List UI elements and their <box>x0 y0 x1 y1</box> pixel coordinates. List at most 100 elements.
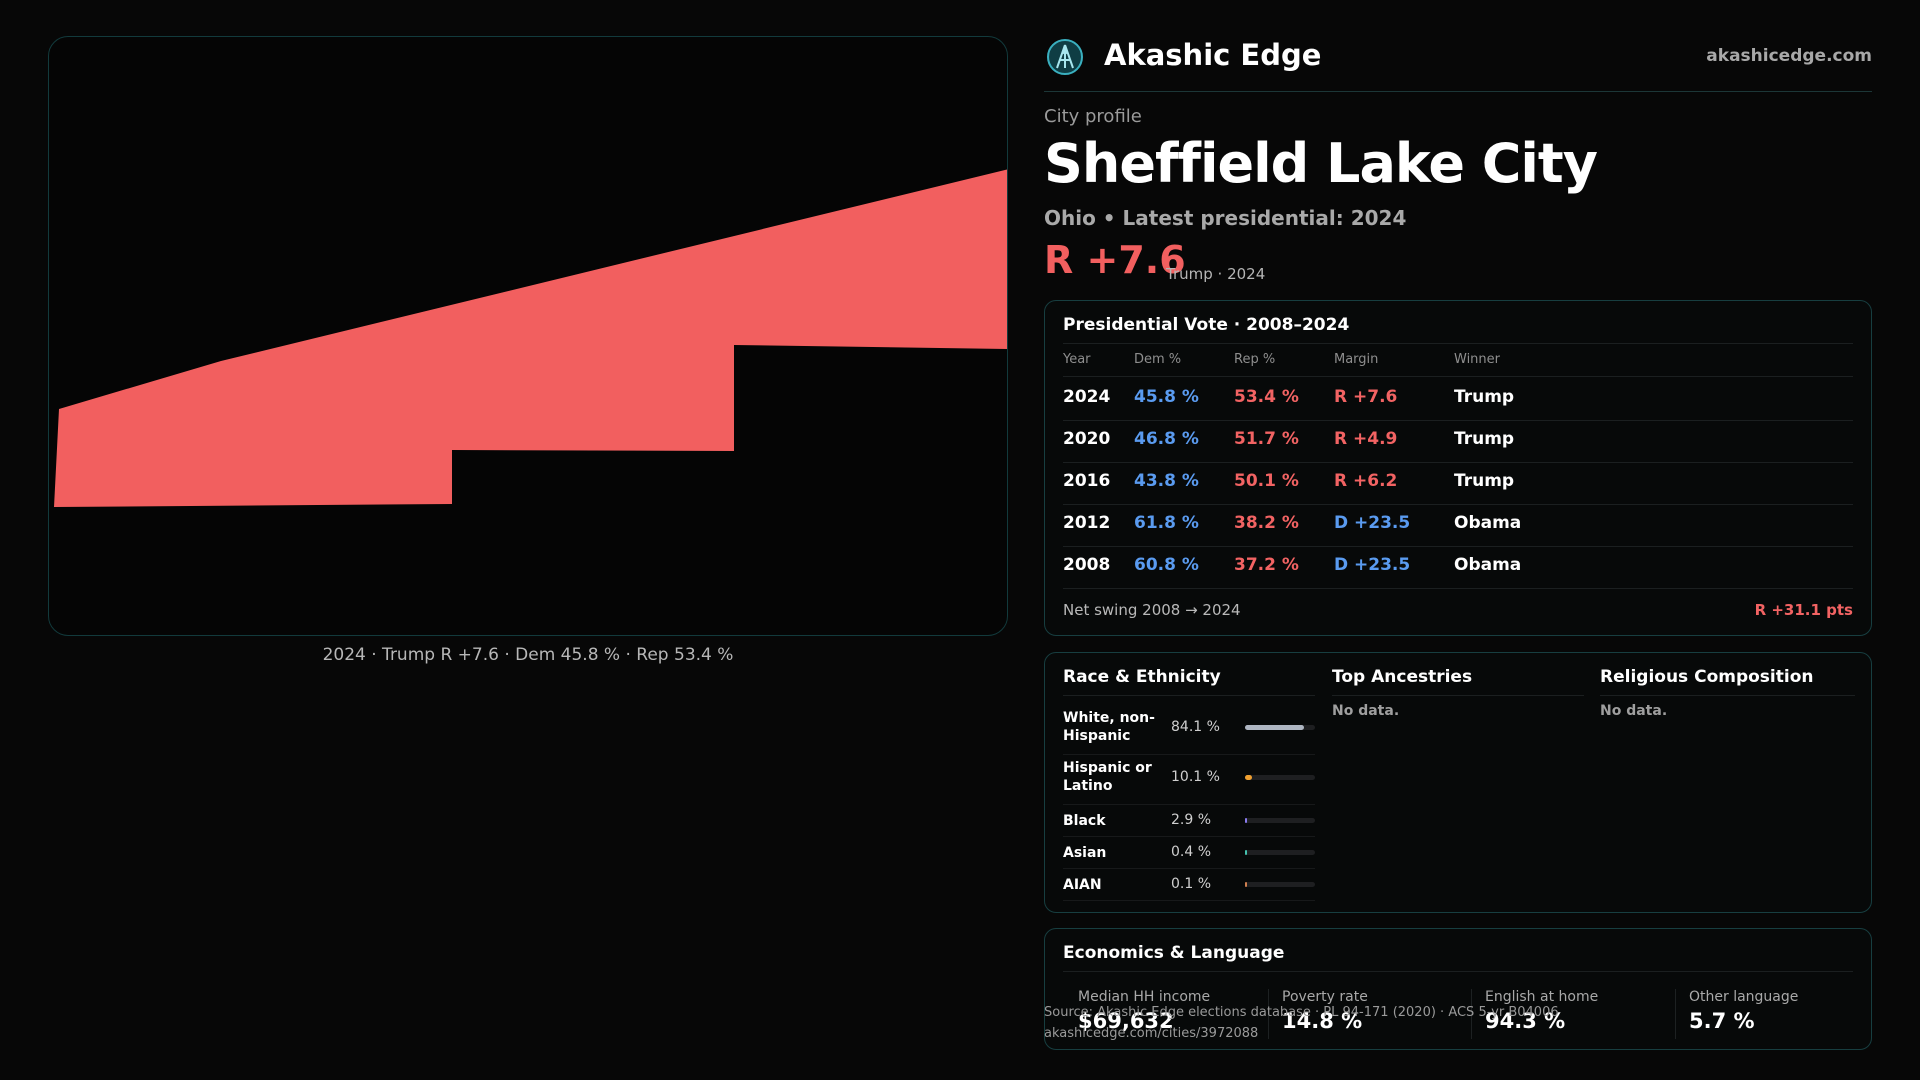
divider <box>1063 546 1853 547</box>
cell-dem: 43.8 % <box>1134 471 1199 491</box>
race-percent: 10.1 % <box>1171 769 1220 785</box>
headline-note: Trump · 2024 <box>1166 265 1266 283</box>
cell-winner: Obama <box>1454 555 1522 575</box>
cell-rep: 37.2 % <box>1234 555 1299 575</box>
share-bar <box>1245 725 1315 730</box>
cell-year: 2008 <box>1063 555 1111 575</box>
brand-url-link[interactable]: akashicedge.com <box>1706 46 1872 66</box>
race-row: Asian 0.4 % <box>1063 837 1315 869</box>
share-bar-fill <box>1245 882 1247 887</box>
stat-label: Other language <box>1689 989 1799 1005</box>
race-percent: 0.4 % <box>1171 844 1212 860</box>
cell-dem: 61.8 % <box>1134 513 1199 533</box>
share-bar <box>1245 818 1315 823</box>
race-label: White, non-Hispanic <box>1063 710 1155 744</box>
stat-value: 5.7 % <box>1689 1009 1755 1033</box>
akashic-edge-logo-icon[interactable] <box>1046 38 1084 76</box>
cell-rep: 50.1 % <box>1234 471 1299 491</box>
divider <box>1268 989 1269 1039</box>
stat-value: 14.8 % <box>1282 1009 1363 1033</box>
stat-label: Poverty rate <box>1282 989 1368 1005</box>
cell-margin: D +23.5 <box>1334 513 1411 533</box>
city-map-panel[interactable] <box>48 36 1008 636</box>
race-ethnicity-title: Race & Ethnicity <box>1063 667 1221 687</box>
presidential-vote-card: Presidential Vote · 2008–2024 Year Dem %… <box>1044 300 1872 636</box>
brand-name[interactable]: Akashic Edge <box>1104 38 1322 72</box>
cell-rep: 51.7 % <box>1234 429 1299 449</box>
map-caption: 2024 · Trump R +7.6 · Dem 45.8 % · Rep 5… <box>322 645 734 665</box>
race-percent: 2.9 % <box>1171 812 1212 828</box>
share-bar-fill <box>1245 725 1304 730</box>
race-row: White, non-Hispanic 84.1 % <box>1063 705 1315 755</box>
cell-winner: Trump <box>1454 471 1515 491</box>
headline-margin: R +7.6 <box>1044 238 1186 282</box>
divider <box>1063 695 1315 696</box>
cell-winner: Trump <box>1454 429 1515 449</box>
top-ancestries-title: Top Ancestries <box>1332 667 1473 687</box>
cell-year: 2016 <box>1063 471 1111 491</box>
race-label: AIAN <box>1063 877 1102 893</box>
divider <box>1063 376 1853 377</box>
share-bar-fill <box>1245 775 1253 780</box>
col-header-dem: Dem % <box>1134 352 1182 367</box>
col-header-rep: Rep % <box>1234 352 1276 367</box>
source-citation: Source: Akashic Edge elections database … <box>1044 1005 1559 1020</box>
economics-language-card: Economics & Language Median HH income $6… <box>1044 928 1872 1050</box>
cell-dem: 45.8 % <box>1134 387 1199 407</box>
race-label: Asian <box>1063 845 1107 861</box>
net-swing-value: R +31.1 pts <box>1754 601 1853 619</box>
profile-column: Akashic Edge akashicedge.com City profil… <box>1044 0 1872 1080</box>
race-row: Black 2.9 % <box>1063 805 1315 837</box>
share-bar <box>1245 882 1315 887</box>
race-percent: 84.1 % <box>1171 719 1220 735</box>
race-percent: 0.1 % <box>1171 876 1212 892</box>
cell-year: 2012 <box>1063 513 1111 533</box>
stat-label: English at home <box>1485 989 1599 1005</box>
col-header-year: Year <box>1063 352 1091 367</box>
divider <box>1332 695 1584 696</box>
race-label: Black <box>1063 813 1106 829</box>
cell-dem: 46.8 % <box>1134 429 1199 449</box>
cell-dem: 60.8 % <box>1134 555 1199 575</box>
vote-card-title: Presidential Vote · 2008–2024 <box>1063 315 1350 335</box>
brand-header: Akashic Edge akashicedge.com <box>1044 34 1872 92</box>
cell-rep: 53.4 % <box>1234 387 1299 407</box>
cell-year: 2020 <box>1063 429 1111 449</box>
cell-winner: Trump <box>1454 387 1515 407</box>
race-label: Hispanic or Latino <box>1063 760 1152 794</box>
col-header-margin: Margin <box>1334 352 1379 367</box>
divider <box>1063 343 1853 344</box>
religious-composition-title: Religious Composition <box>1600 667 1814 687</box>
profile-type-label: City profile <box>1044 106 1142 127</box>
stat-value: $69,632 <box>1078 1009 1174 1033</box>
page-url-link[interactable]: akashicedge.com/cities/3972088 <box>1044 1026 1259 1041</box>
divider <box>1063 588 1853 589</box>
cell-year: 2024 <box>1063 387 1111 407</box>
divider <box>1063 504 1853 505</box>
page-title: Sheffield Lake City <box>1044 132 1598 195</box>
cell-winner: Obama <box>1454 513 1522 533</box>
ancestries-empty-text: No data. <box>1332 703 1400 719</box>
share-bar <box>1245 775 1315 780</box>
share-bar <box>1245 850 1315 855</box>
share-bar-fill <box>1245 850 1247 855</box>
profile-subtitle: Ohio • Latest presidential: 2024 <box>1044 206 1407 230</box>
economics-card-title: Economics & Language <box>1063 943 1285 963</box>
city-boundary-shape[interactable] <box>54 169 1008 507</box>
col-header-winner: Winner <box>1454 352 1501 367</box>
city-map <box>54 169 1008 507</box>
divider <box>1471 989 1472 1039</box>
race-row: AIAN 0.1 % <box>1063 869 1315 901</box>
net-swing-label: Net swing 2008 → 2024 <box>1063 601 1241 619</box>
stat-label: Median HH income <box>1078 989 1211 1005</box>
divider <box>1063 420 1853 421</box>
cell-rep: 38.2 % <box>1234 513 1299 533</box>
divider <box>1600 695 1855 696</box>
demographics-card: Race & Ethnicity White, non-Hispanic 84.1… <box>1044 652 1872 913</box>
cell-margin: R +4.9 <box>1334 429 1398 449</box>
stat-value: 94.3 % <box>1485 1009 1566 1033</box>
share-bar-fill <box>1245 818 1248 823</box>
divider <box>1675 989 1676 1039</box>
religion-empty-text: No data. <box>1600 703 1668 719</box>
cell-margin: D +23.5 <box>1334 555 1411 575</box>
